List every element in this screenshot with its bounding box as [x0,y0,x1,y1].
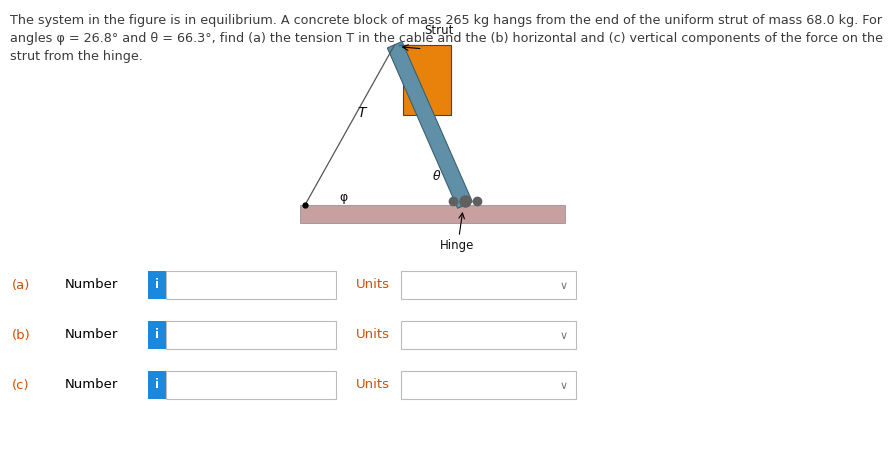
Text: Strut: Strut [425,24,454,37]
Text: Units: Units [356,378,390,392]
Bar [148,271,166,299]
Text: angles φ = 26.8° and θ = 66.3°, find (a) the tension T in the cable and the (b) : angles φ = 26.8° and θ = 66.3°, find (a)… [10,32,883,45]
Bar [401,271,576,299]
Text: ∨: ∨ [560,331,568,341]
Text: Hinge: Hinge [440,239,474,252]
Text: Number: Number [65,328,119,342]
Text: Number: Number [65,378,119,392]
Bar [166,271,336,299]
Bar [300,205,565,223]
Bar [148,371,166,399]
Text: Number: Number [65,279,119,292]
Bar [403,45,451,115]
Text: Units: Units [356,328,390,342]
Text: θ: θ [433,171,441,184]
Text: i: i [155,279,159,292]
Text: strut from the hinge.: strut from the hinge. [10,50,143,63]
Text: (c): (c) [12,378,29,392]
Bar [148,321,166,349]
Bar [166,321,336,349]
Text: ∨: ∨ [560,381,568,391]
Text: Units: Units [356,279,390,292]
Bar [401,321,576,349]
Text: φ: φ [339,190,347,203]
Bar [166,371,336,399]
Text: i: i [155,328,159,342]
Bar [401,371,576,399]
Text: ∨: ∨ [560,281,568,291]
Polygon shape [388,41,472,208]
Text: T: T [357,106,366,120]
Text: (a): (a) [12,279,30,292]
Text: The system in the figure is in equilibrium. A concrete block of mass 265 kg hang: The system in the figure is in equilibri… [10,14,882,27]
Text: (b): (b) [12,328,31,342]
Text: i: i [155,378,159,392]
